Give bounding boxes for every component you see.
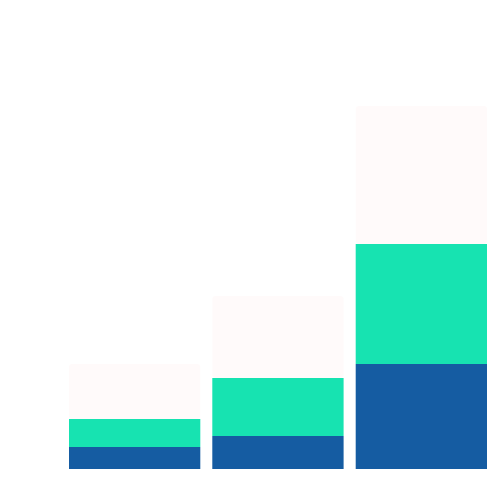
bar-segment-2-1 xyxy=(212,436,344,469)
bar-segment-2-2 xyxy=(212,378,344,436)
bar-segment-3-2 xyxy=(355,244,487,364)
bar-segment-3-1 xyxy=(355,364,487,469)
bars-group xyxy=(69,106,487,469)
bar-segment-1-2 xyxy=(69,419,201,447)
bar-segment-2-3 xyxy=(212,296,344,378)
bar-segment-3-3 xyxy=(355,106,487,244)
bar-segment-1-3 xyxy=(69,364,201,419)
bar-segment-1-1 xyxy=(69,447,201,469)
